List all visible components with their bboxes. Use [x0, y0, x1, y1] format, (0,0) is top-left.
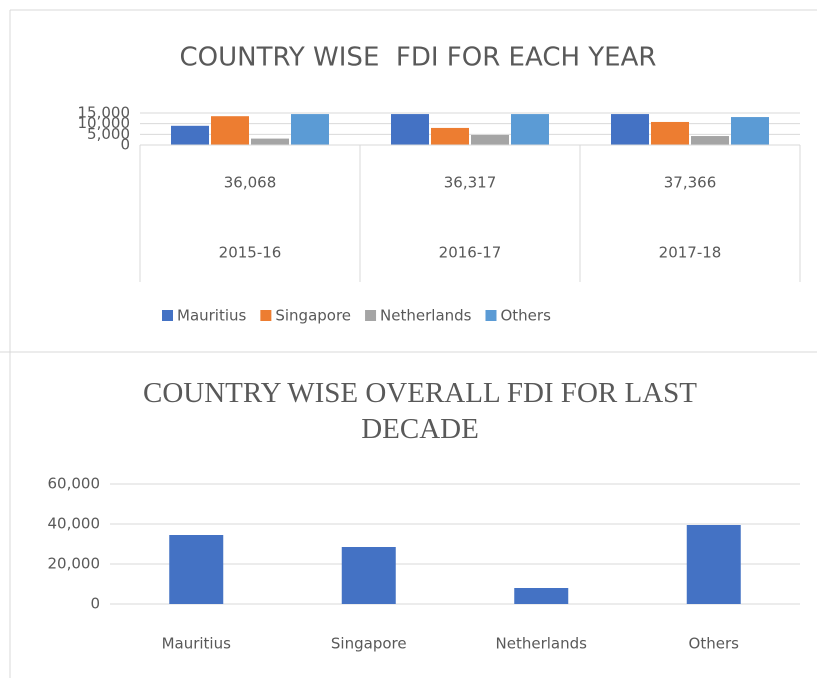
bar — [431, 127, 469, 145]
legend-swatch — [485, 310, 497, 321]
bar — [251, 138, 289, 145]
bar — [171, 125, 209, 145]
legend-label: Others — [500, 307, 551, 325]
y-tick-label: 40,000 — [48, 515, 101, 533]
y-tick-label: 0 — [120, 136, 130, 154]
category-group-label: 37,366 — [664, 174, 717, 192]
x-tick-label: 2016-17 — [439, 244, 502, 262]
bar — [691, 136, 729, 145]
bar — [611, 114, 649, 145]
category-group-label: 36,317 — [444, 174, 497, 192]
x-tick-label: 2017-18 — [659, 244, 722, 262]
bar — [341, 547, 396, 604]
legend-swatch — [162, 310, 173, 321]
bar — [471, 134, 509, 145]
bar — [169, 535, 224, 604]
bar — [211, 116, 249, 145]
legend-label: Netherlands — [380, 307, 472, 325]
y-tick-label: 10,000 — [78, 114, 131, 132]
chart-title: COUNTRY WISE OVERALL FDI FOR LAST DECADE — [143, 377, 697, 445]
bar — [731, 117, 769, 145]
y-tick-label: 0 — [90, 595, 100, 613]
title-box: COUNTRY WISE OVERALL FDI FOR LAST DECADE — [143, 377, 697, 445]
y-tick-label: 15,000 — [78, 104, 131, 122]
x-tick-label: Others — [689, 635, 740, 653]
bar — [511, 114, 549, 145]
legend-label: Singapore — [275, 307, 351, 325]
x-tick-label: Netherlands — [496, 635, 588, 653]
legend-swatch — [260, 310, 272, 321]
y-tick-label: 5,000 — [87, 125, 130, 143]
bar — [514, 588, 569, 604]
x-tick-label: Mauritius — [162, 635, 232, 653]
bar — [686, 525, 741, 604]
chart-title: COUNTRY WISE FDI FOR EACH YEAR — [180, 43, 657, 73]
legend-label: Mauritius — [177, 307, 247, 325]
y-tick-label: 60,000 — [48, 475, 101, 493]
x-tick-label: 2015-16 — [219, 244, 282, 262]
category-group-label: 36,068 — [224, 174, 277, 192]
bar — [651, 121, 689, 145]
bar — [391, 114, 429, 145]
x-tick-label: Singapore — [331, 635, 407, 653]
y-tick-label: 20,000 — [48, 555, 101, 573]
legend-swatch — [365, 310, 377, 321]
bar — [291, 114, 329, 145]
